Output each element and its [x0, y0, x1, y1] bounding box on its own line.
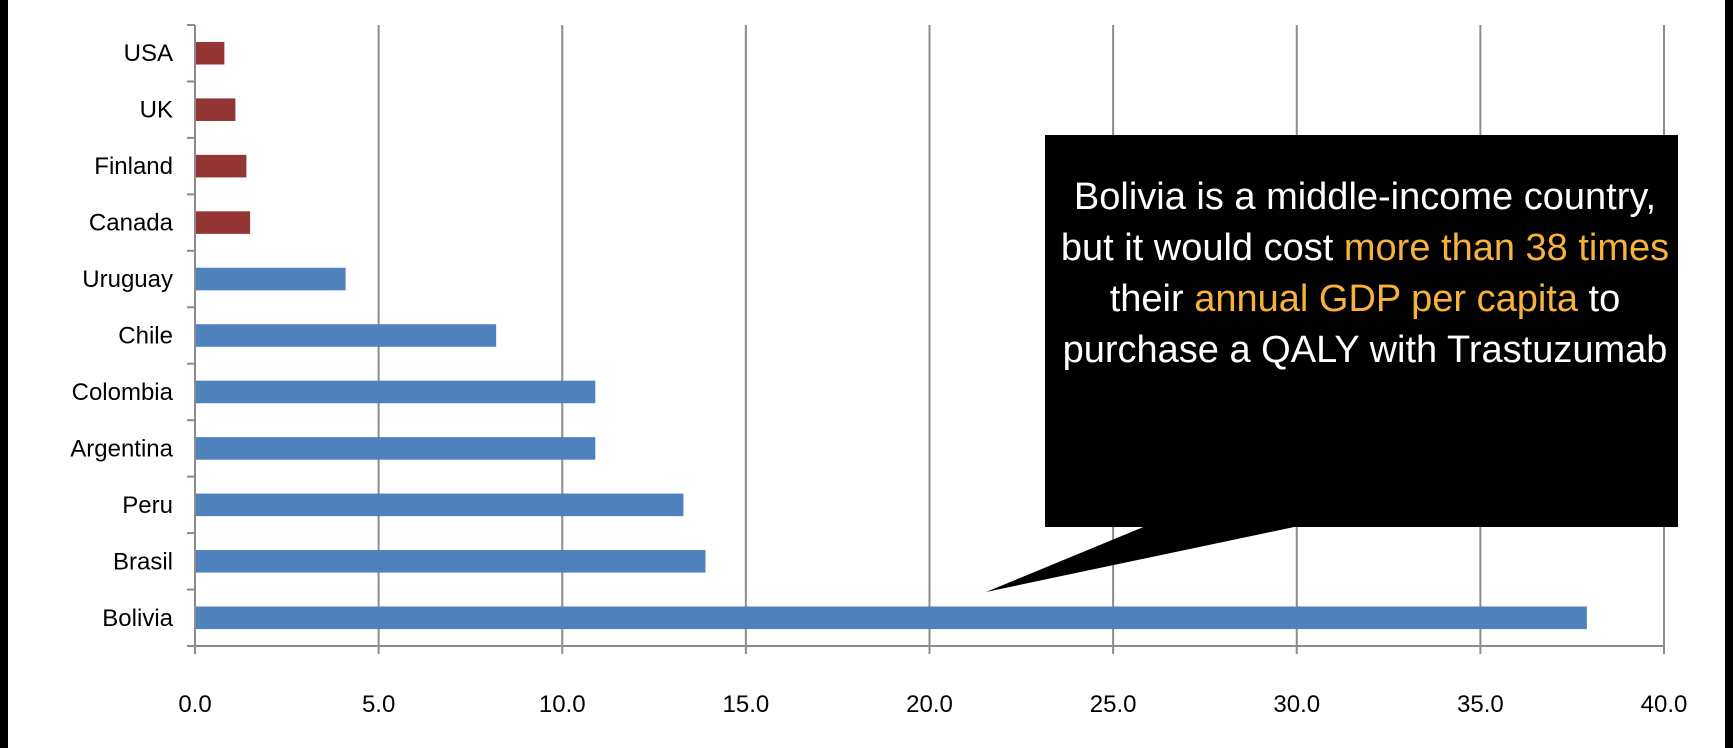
bar-finland	[195, 154, 247, 178]
callout-text-part1: Bolivia is a middle-income country, but …	[1060, 176, 1657, 269]
bar-chart: 0.0 5.0 10.0 15.0 20.0 25.0 30.0 35.0 40.0 Bolivi…	[70, 24, 1687, 718]
bar-argentina	[195, 437, 596, 460]
bar-uruguay	[195, 267, 346, 291]
x-tick-label: 5.0	[362, 691, 395, 718]
bar-brasil	[195, 550, 706, 573]
x-tick-label: 35.0	[1457, 691, 1504, 718]
x-tick-label: 30.0	[1273, 691, 1320, 718]
y-tick-label-bolivia: Bolivia	[102, 605, 173, 632]
y-tick-label-brasil: Brasil	[113, 548, 173, 575]
bar-bolivia	[195, 606, 1587, 630]
callout-text-part2: their	[1109, 278, 1195, 320]
x-tick-label: 15.0	[723, 691, 770, 718]
y-tick-label-chile: Chile	[118, 323, 173, 350]
callout-pointer	[986, 523, 1313, 592]
plot-area: 0.0 5.0 10.0 15.0 20.0 25.0 30.0 35.0 40.0 Bolivi…	[8, 0, 1725, 748]
callout-highlight-gdp: annual GDP per capita	[1194, 278, 1578, 320]
x-tick-label: 40.0	[1641, 691, 1688, 718]
y-tick-label-peru: Peru	[122, 492, 173, 519]
callout-text: Bolivia is a middle-income country, but …	[1053, 172, 1677, 376]
y-tick-label-finland: Finland	[94, 153, 173, 180]
bar-uk	[195, 98, 236, 121]
y-tick-label-uruguay: Uruguay	[82, 266, 173, 293]
y-tick-label-usa: USA	[124, 40, 173, 67]
y-tick-label-uk: UK	[140, 97, 173, 124]
tick-labels: 0.0 5.0 10.0 15.0 20.0 25.0 30.0 35.0 40.0 Bolivi…	[70, 40, 1687, 718]
bar-usa	[195, 41, 225, 65]
x-tick-label: 20.0	[906, 691, 953, 718]
callout-text-part3: to purchase a QALY with Trastuzumab	[1062, 278, 1668, 371]
x-tick-label: 0.0	[178, 691, 211, 718]
bars	[195, 41, 1587, 630]
y-tick-label-canada: Canada	[89, 210, 174, 237]
bar-chile	[195, 324, 497, 347]
y-tick-label-colombia: Colombia	[72, 379, 174, 406]
callout-box	[1045, 135, 1678, 527]
callout	[986, 135, 1678, 592]
bar-canada	[195, 211, 251, 234]
y-tick-label-argentina: Argentina	[70, 435, 173, 462]
bar-colombia	[195, 380, 596, 404]
callout-highlight-times: more than 38 times	[1343, 227, 1670, 269]
x-tick-label: 10.0	[539, 691, 586, 718]
x-tick-label: 25.0	[1090, 691, 1137, 718]
axes	[187, 24, 1665, 654]
bar-peru	[195, 493, 684, 517]
